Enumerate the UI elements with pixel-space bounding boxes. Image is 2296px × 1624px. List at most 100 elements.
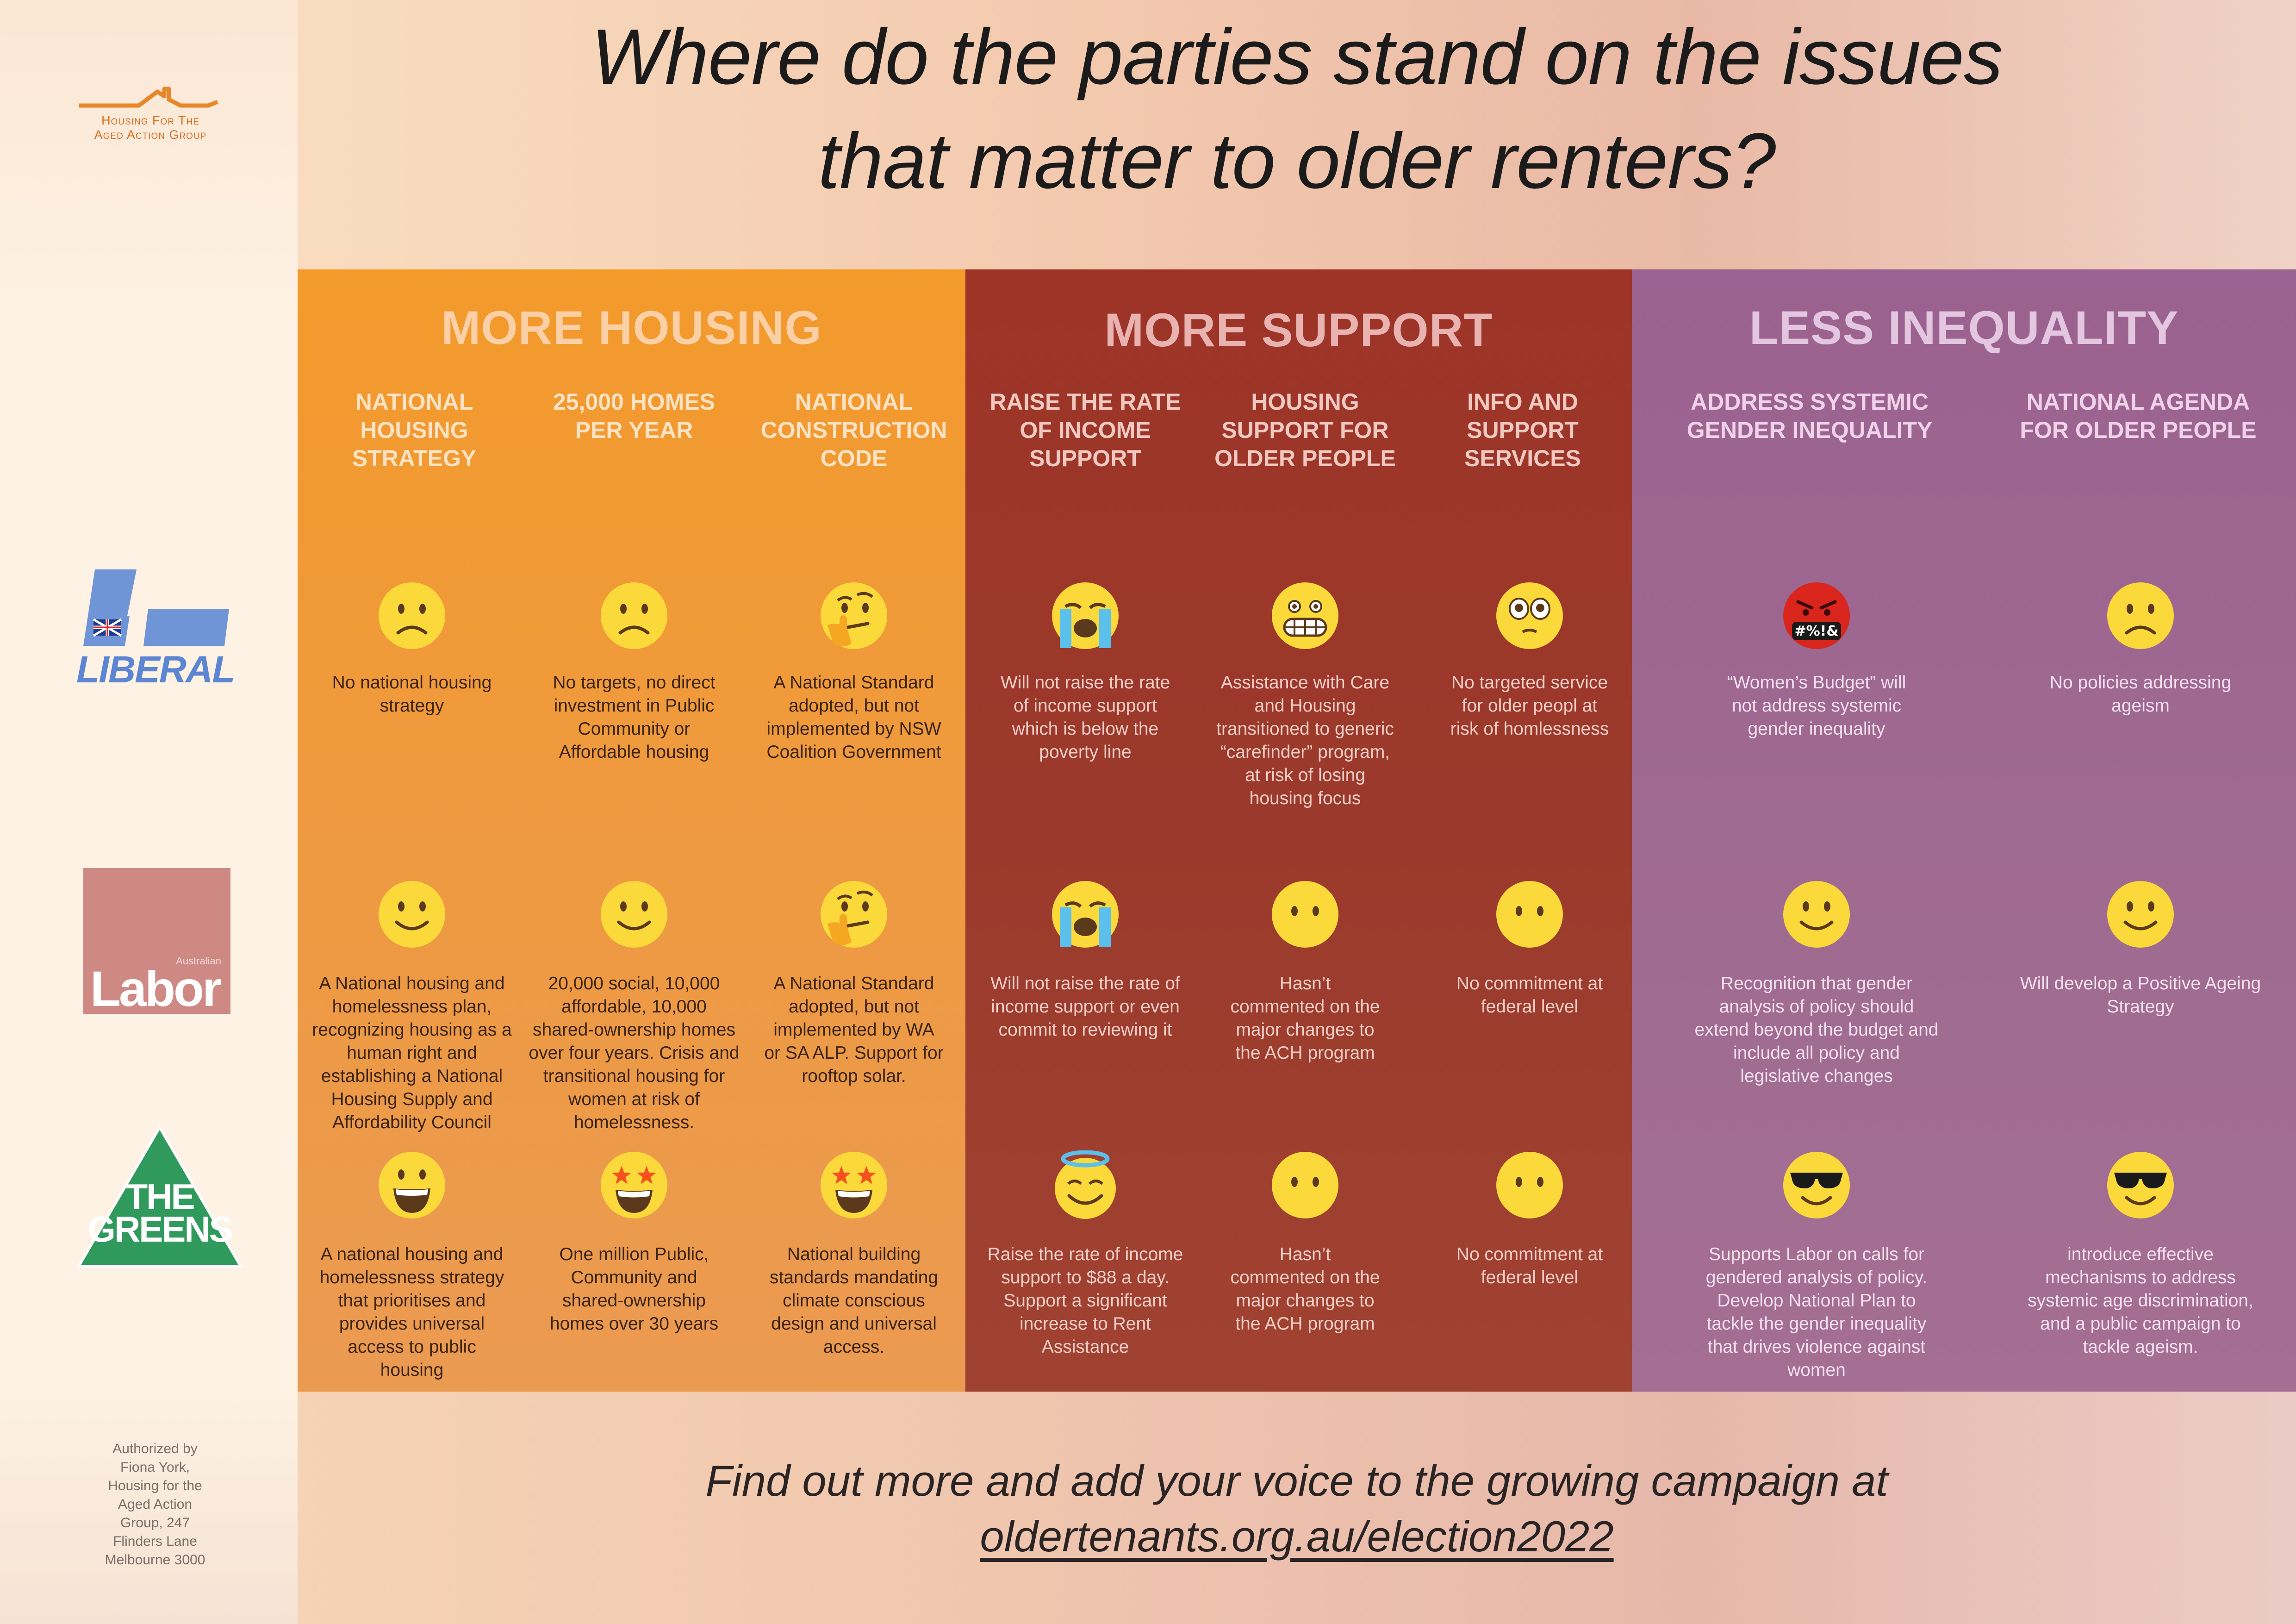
stance-text: National building standards mandating clim…	[747, 1243, 960, 1359]
org-logo: Housing For The Aged Action Group	[69, 79, 231, 142]
stance-line: shared-ownership	[562, 1291, 706, 1311]
stance-line: poverty line	[1039, 742, 1132, 762]
stance-line: investment in Public	[554, 696, 715, 716]
issue-line: RAISE THE RATE	[989, 389, 1181, 415]
slightly-smiling-face-icon	[377, 880, 447, 949]
face-without-mouth-icon	[1270, 880, 1340, 949]
smiling-face-with-halo-icon	[1051, 1150, 1120, 1220]
stance-line: transitioned to generic	[1216, 719, 1394, 739]
smiling-face-with-sunglasses-icon	[1782, 1150, 1851, 1220]
stance-line: “carefinder” program,	[1220, 742, 1390, 762]
campaign-link[interactable]: oldertenants.org.au/election2022	[980, 1512, 1614, 1561]
stance-line: federal level	[1481, 1268, 1579, 1287]
issue-line: SUPPORT	[1467, 417, 1579, 443]
stance-line: design and universal	[771, 1314, 937, 1334]
stance-line: human right and	[347, 1043, 477, 1063]
stance-line: support to $88 a day.	[1001, 1268, 1170, 1287]
issue-line: INFO AND	[1467, 389, 1578, 415]
issue-line: NATIONAL	[795, 389, 913, 415]
stance-line: the ACH program	[1235, 1043, 1375, 1063]
stance-line: Assistance with Care	[1220, 673, 1390, 693]
stance-line: homelessness plan,	[332, 997, 492, 1017]
liberal-logo-graphic	[83, 569, 229, 646]
stance-line: and a public campaign to	[2040, 1314, 2241, 1334]
stance-line: mechanisms to address	[2045, 1268, 2236, 1287]
stance-line: homelessness strategy	[319, 1268, 504, 1287]
stance-text: Will not raise the rate of income support…	[974, 972, 1196, 1042]
section-title-more-support: MORE SUPPORT	[1104, 304, 1493, 356]
org-logo-line2: Aged Action Group	[94, 128, 207, 142]
stance-line: No commitment at	[1456, 974, 1603, 993]
stance-line: not address systemic	[1731, 696, 1902, 716]
issue-line: GENDER INEQUALITY	[1686, 417, 1933, 443]
stance-text: Recognition that gender analysis of polic…	[1664, 972, 1969, 1088]
frowning-face-icon	[377, 581, 447, 650]
stance-line: women at risk of	[568, 1089, 700, 1109]
stance-line: One million Public,	[559, 1244, 709, 1264]
thinking-face-icon	[819, 581, 889, 650]
stance-line: shared-ownership homes	[533, 1020, 735, 1040]
stance-line: which is below the	[1012, 719, 1159, 739]
stance-line: risk of homlessness	[1450, 719, 1609, 739]
stance-line: systemic age discrimination,	[2028, 1291, 2253, 1311]
stance-line: standards mandating	[769, 1268, 939, 1287]
stance-line: Community and	[571, 1268, 697, 1287]
stance-text: Hasn’t commented on the major changes to th…	[1199, 972, 1412, 1065]
stance-line: introduce effective	[2067, 1244, 2214, 1264]
issue-line: NATIONAL AGENDA	[2026, 389, 2250, 415]
stance-line: women	[1787, 1360, 1846, 1380]
authorization-line: Melbourne 3000	[105, 1552, 205, 1568]
authorization-line: Aged Action	[118, 1497, 193, 1512]
stance-text: No national housing strategy	[305, 671, 518, 718]
footer-band	[298, 1392, 2296, 1624]
issue-line: 25,000 HOMES	[553, 389, 716, 415]
issue-line: HOUSING	[1251, 389, 1359, 415]
issue-line: FOR OLDER PEOPLE	[2020, 417, 2257, 443]
stance-line: legislative changes	[1740, 1066, 1893, 1086]
stance-line: Affordability Council	[332, 1112, 492, 1132]
authorization-line: Housing for the	[108, 1478, 202, 1493]
grinning-face-icon	[377, 1150, 447, 1220]
stance-line: access to public	[348, 1337, 476, 1357]
labor-logo: Australian Labor	[83, 868, 230, 1017]
issue-national-agenda-older-people: NATIONAL AGENDA FOR OLDER PEOPLE	[1981, 388, 2296, 444]
stance-text: No commitment at federal level	[1423, 1243, 1636, 1289]
issue-raise-income-support: RAISE THE RATE OF INCOME SUPPORT	[972, 388, 1199, 473]
stance-line: analysis of policy should	[1719, 997, 1914, 1017]
issue-line: PER YEAR	[575, 417, 693, 443]
stance-line: No targets, no direct	[553, 673, 716, 693]
stance-text: No targets, no direct investment in Publi…	[528, 671, 740, 764]
star-struck-icon	[599, 1150, 669, 1220]
stance-line: Strategy	[2107, 997, 2174, 1017]
stance-line: Hasn’t	[1279, 974, 1331, 993]
issue-line: OLDER PEOPLE	[1214, 445, 1396, 471]
liberal-logo: LIBERAL	[74, 565, 235, 692]
issue-line: STRATEGY	[352, 445, 477, 471]
grimacing-face-icon	[1270, 581, 1340, 650]
stance-line: A National housing and	[319, 974, 505, 993]
stance-line: that drives violence against	[1707, 1337, 1926, 1357]
stance-line: rooftop solar.	[802, 1066, 906, 1086]
issue-national-construction-code: NATIONAL CONSTRUCTION CODE	[747, 388, 960, 473]
stance-line: tackle ageism.	[2083, 1337, 2198, 1357]
star-struck-icon	[819, 1150, 889, 1220]
stance-line: increase to Rent	[1020, 1314, 1151, 1334]
stance-line: Affordable housing	[559, 742, 709, 762]
stance-text: No policies addressing ageism	[1992, 671, 2289, 718]
issue-gender-inequality: ADDRESS SYSTEMIC GENDER INEQUALITY	[1648, 388, 1972, 444]
stance-line: “Women’s Budget” will	[1727, 673, 1906, 693]
stance-line: homelessness.	[573, 1112, 695, 1132]
stance-text: Will develop a Positive Ageing Strategy	[1992, 972, 2289, 1018]
page-title-line2: that matter to older renters?	[818, 117, 1776, 205]
stance-line: No targeted service	[1451, 673, 1608, 693]
stance-line: No commitment at	[1456, 1244, 1603, 1264]
stance-line: Will develop a Positive Ageing	[2020, 974, 2261, 993]
stance-line: commit to reviewing it	[998, 1020, 1172, 1040]
stance-text: Supports Labor on calls for gendered anal…	[1664, 1243, 1969, 1382]
stance-text: A national housing and homelessness strat…	[305, 1243, 518, 1382]
stance-line: and Housing	[1254, 696, 1356, 716]
authorization-line: Flinders Lane	[113, 1534, 197, 1549]
stance-line: over four years. Crisis and	[529, 1043, 740, 1063]
stance-line: housing	[380, 1360, 444, 1380]
stance-line: gender inequality	[1748, 719, 1885, 739]
